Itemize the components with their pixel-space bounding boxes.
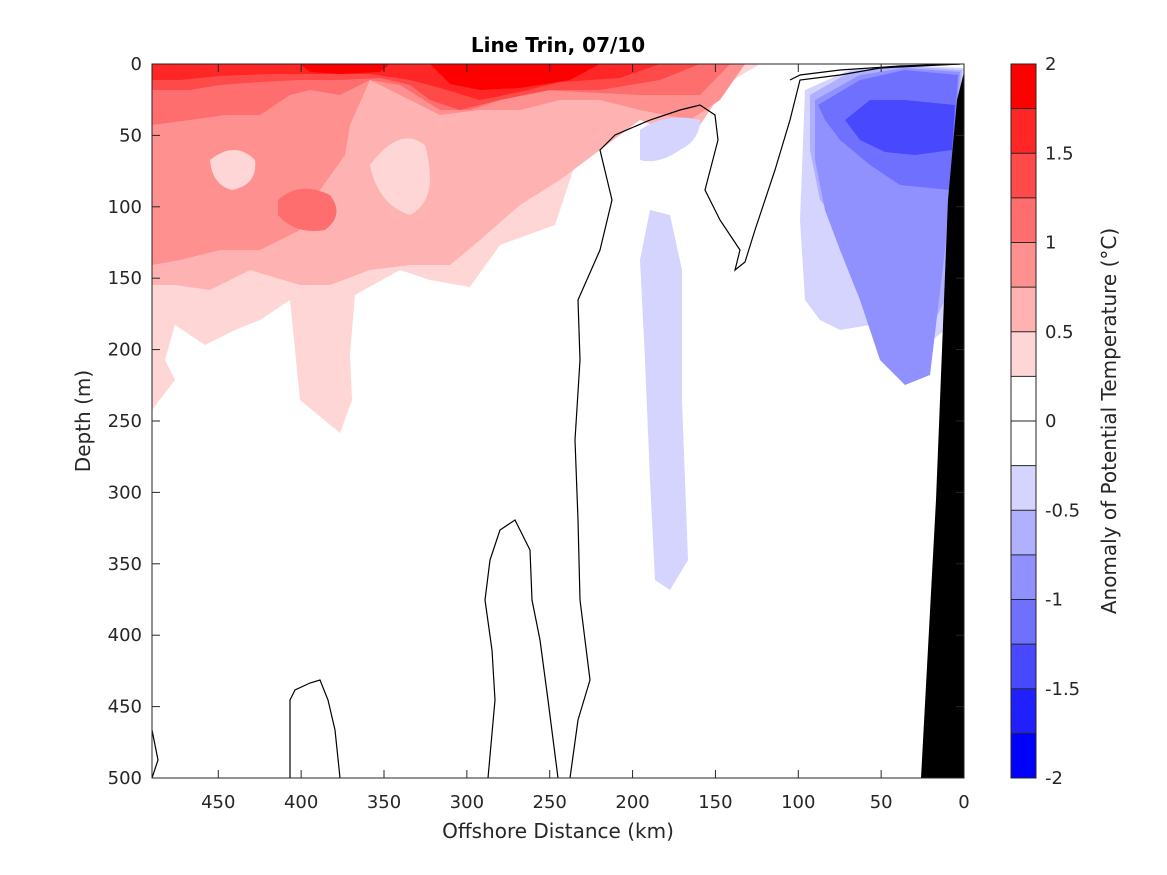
y-tick-label-0: 0 <box>131 54 142 75</box>
y-tick-label-10: 500 <box>108 768 142 789</box>
x-axis-label: Offshore Distance (km) <box>442 819 674 843</box>
chart-title: Line Trin, 07/10 <box>471 33 645 57</box>
bathymetry-seafloor <box>921 72 964 778</box>
y-tick-label-5: 250 <box>108 411 142 432</box>
colorbar-tick-label-0: 2 <box>1045 54 1056 75</box>
colorbar-swatch-12 <box>1011 197 1036 243</box>
colorbar-swatch-6 <box>1011 465 1036 511</box>
zero-contour-left <box>289 679 341 778</box>
colorbar-swatch-14 <box>1011 108 1036 154</box>
colorbar-swatch-1 <box>1011 688 1036 734</box>
contour-fills <box>152 64 964 778</box>
colorbar-swatch-10 <box>1011 287 1036 332</box>
zero-contour-mid <box>484 519 559 778</box>
x-tick-label-8: 50 <box>870 792 893 813</box>
colorbar-swatch-13 <box>1011 153 1036 198</box>
cold-strip-0p25 <box>640 210 688 590</box>
zero-contour-coast <box>789 64 961 81</box>
y-tick-label-4: 200 <box>108 340 142 361</box>
warm-pocket-0p25b <box>210 150 256 190</box>
colorbar-tick-label-5: -0.5 <box>1045 500 1080 521</box>
x-tick-label-6: 150 <box>698 792 732 813</box>
colorbar: 2 1.5 1 0.5 0 -0.5 -1 -1.5 -2 <box>1010 54 1080 789</box>
x-tick-label-3: 300 <box>450 792 484 813</box>
colorbar-swatch-8 <box>1011 376 1036 421</box>
x-tick-label-9: 0 <box>958 792 969 813</box>
x-tick-label-5: 200 <box>615 792 649 813</box>
warm-pocket-0p25 <box>370 138 430 215</box>
colorbar-swatch-3 <box>1011 599 1036 645</box>
colorbar-swatch-4 <box>1011 554 1036 600</box>
cold-region-nearshore-1p25 <box>845 100 955 155</box>
colorbar-tick-label-4: 0 <box>1045 411 1056 432</box>
y-tick-label-1: 50 <box>119 125 142 146</box>
colorbar-tick-label-8: -2 <box>1045 768 1063 789</box>
warm-core-1p75 <box>430 64 600 90</box>
y-tick-label-2: 100 <box>108 197 142 218</box>
colorbar-tick-label-1: 1.5 <box>1045 143 1074 164</box>
colorbar-swatch-9 <box>1011 331 1036 377</box>
colorbar-tick-label-7: -1.5 <box>1045 679 1080 700</box>
colorbar-tick-label-2: 1 <box>1045 233 1056 254</box>
x-tick-label-4: 250 <box>533 792 567 813</box>
colorbar-frame <box>1010 63 1037 779</box>
zero-contours <box>152 64 961 778</box>
warm-pocket-1p0 <box>278 188 337 231</box>
colorbar-label: Anomaly of Potential Temperature (°C) <box>1097 228 1121 614</box>
x-tick-label-1: 400 <box>284 792 318 813</box>
y-tick-label-9: 450 <box>108 697 142 718</box>
colorbar-tick-label-3: 0.5 <box>1045 322 1074 343</box>
colorbar-tick-label-6: -1 <box>1045 590 1063 611</box>
y-tick-label-3: 150 <box>108 268 142 289</box>
colorbar-swatch-2 <box>1011 644 1036 689</box>
x-tick-label-0: 450 <box>201 792 235 813</box>
zero-contour-main <box>569 64 961 778</box>
x-tick-label-7: 100 <box>781 792 815 813</box>
colorbar-swatch-7 <box>1011 421 1036 466</box>
colorbar-swatch-15 <box>1011 64 1036 109</box>
y-tick-label-6: 300 <box>108 482 142 503</box>
colorbar-swatch-5 <box>1011 510 1036 555</box>
y-axis: 0 50 100 150 200 250 300 350 400 450 500 <box>108 54 964 789</box>
x-tick-label-2: 350 <box>367 792 401 813</box>
warm-core-1p75b <box>300 64 390 74</box>
colorbar-swatch-11 <box>1011 242 1036 288</box>
colorbar-swatch-0 <box>1011 733 1036 778</box>
x-axis: 450 400 350 300 250 200 150 100 50 0 <box>201 64 970 813</box>
zero-contour-edge <box>152 729 159 778</box>
y-axis-label: Depth (m) <box>71 370 95 472</box>
y-tick-label-7: 350 <box>108 554 142 575</box>
cold-pocket-0p25 <box>640 117 700 162</box>
y-tick-label-8: 400 <box>108 625 142 646</box>
